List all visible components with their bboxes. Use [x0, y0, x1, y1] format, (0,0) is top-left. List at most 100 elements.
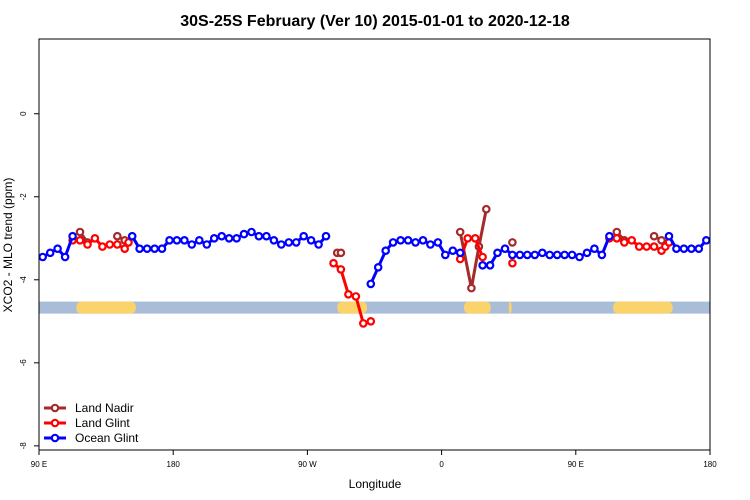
data-point	[180, 236, 189, 245]
data-point	[411, 238, 420, 247]
data-point	[396, 236, 405, 245]
y-tick-label: -4	[19, 276, 28, 284]
series-line	[458, 208, 488, 290]
data-point	[537, 248, 547, 258]
data-point	[560, 250, 569, 260]
data-point	[344, 289, 353, 299]
data-point	[701, 236, 711, 245]
data-point	[508, 238, 517, 247]
data-point	[467, 283, 476, 293]
data-point	[284, 238, 294, 247]
data-point	[150, 244, 159, 254]
data-point	[500, 244, 510, 254]
data-point	[463, 234, 473, 243]
land-segment	[613, 301, 673, 314]
series-layer	[38, 204, 711, 328]
data-point	[508, 250, 517, 260]
data-point	[649, 231, 659, 241]
data-point	[202, 240, 212, 249]
data-point	[45, 248, 55, 258]
data-point	[75, 236, 85, 245]
legend-item: Land Nadir	[44, 401, 134, 415]
y-tick-label: -2	[19, 193, 28, 201]
data-point	[478, 260, 487, 270]
data-point	[388, 238, 398, 247]
x-tick-label: 90 E	[568, 460, 584, 469]
data-point	[120, 244, 130, 254]
data-point	[306, 236, 316, 245]
data-point	[254, 231, 264, 241]
data-point	[455, 248, 465, 258]
data-point	[209, 234, 219, 243]
y-axis-label: XCO2 - MLO trend (ppm)	[1, 178, 15, 313]
data-point	[433, 238, 443, 247]
land-segment	[508, 301, 512, 314]
x-tick-label: 90 E	[31, 460, 47, 469]
land-segment	[76, 301, 136, 314]
data-point	[582, 248, 592, 258]
legend-label: Land Nadir	[75, 401, 134, 415]
x-axis: 90 E 180 90 W 0 90 E 180	[31, 450, 717, 469]
data-point	[135, 244, 144, 254]
data-point	[605, 231, 614, 241]
data-point	[381, 246, 391, 256]
data-point	[687, 244, 696, 254]
data-point	[649, 242, 659, 251]
legend-item: Ocean Glint	[44, 431, 139, 445]
data-point	[619, 238, 629, 247]
data-point	[195, 236, 204, 245]
data-point	[60, 252, 70, 262]
data-point	[314, 240, 323, 249]
data-point	[90, 234, 100, 243]
data-point	[590, 244, 599, 254]
data-point	[299, 231, 309, 241]
data-point	[187, 240, 197, 249]
data-point	[657, 236, 666, 245]
data-point	[485, 260, 495, 270]
data-point	[172, 236, 182, 245]
legend-marker	[50, 418, 60, 428]
data-point	[276, 240, 286, 249]
data-point	[142, 244, 152, 254]
data-point	[336, 248, 346, 258]
y-tick-label: -6	[19, 359, 28, 367]
data-point	[545, 250, 555, 260]
data-point	[113, 240, 122, 249]
data-point	[440, 250, 450, 260]
data-point	[165, 236, 174, 245]
legend-marker	[50, 433, 60, 443]
data-point	[478, 252, 487, 262]
data-point	[224, 234, 234, 243]
data-point	[83, 240, 92, 249]
land-segment	[463, 301, 491, 314]
x-tick-label: 180	[167, 460, 181, 469]
legend-label: Land Glint	[75, 416, 130, 430]
data-point	[530, 250, 540, 260]
chart-title: 30S-25S February (Ver 10) 2015-01-01 to …	[180, 13, 570, 30]
data-point	[262, 231, 271, 241]
data-point	[515, 250, 525, 260]
y-axis: 0 -2 -4 -6 -8	[19, 111, 39, 449]
data-point	[426, 240, 435, 249]
data-point	[418, 236, 428, 245]
data-point	[217, 231, 227, 241]
data-point	[642, 242, 651, 251]
data-point	[455, 227, 465, 237]
data-point	[321, 231, 331, 241]
data-point	[373, 262, 383, 272]
data-point	[470, 234, 480, 243]
data-point	[127, 231, 137, 241]
data-point	[68, 231, 77, 241]
x-tick-label: 0	[439, 460, 444, 469]
data-point	[336, 265, 346, 274]
data-point	[105, 240, 115, 249]
data-point	[664, 231, 674, 241]
data-point	[403, 236, 413, 245]
data-point	[113, 231, 122, 241]
data-point	[567, 250, 577, 260]
data-point	[552, 250, 562, 260]
data-point	[247, 227, 256, 237]
data-point	[358, 319, 368, 328]
